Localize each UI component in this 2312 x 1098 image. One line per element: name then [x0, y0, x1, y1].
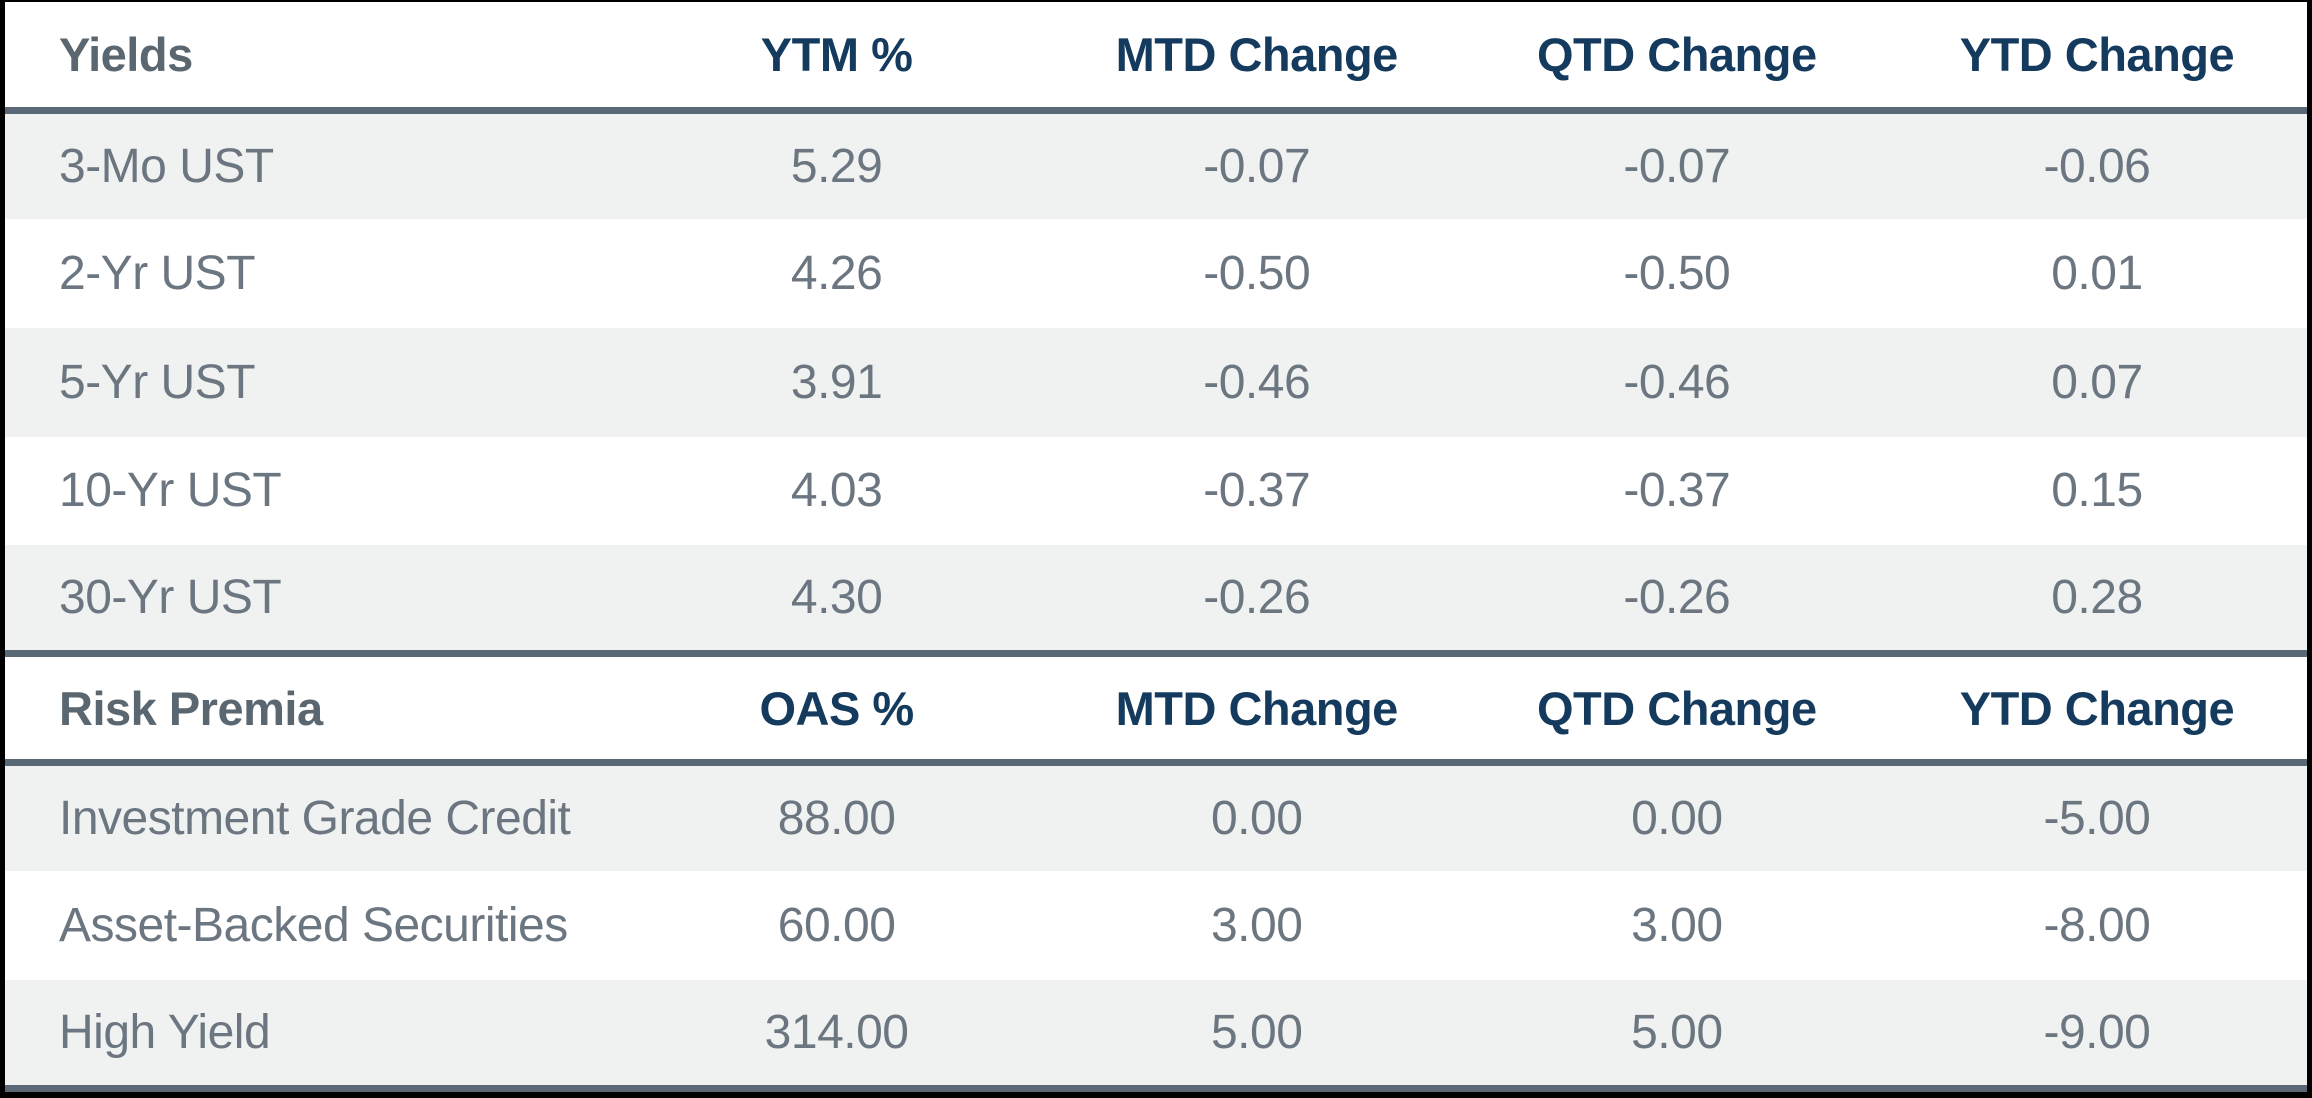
cell-ytm: 4.26: [790, 247, 883, 301]
table-row-investment-grade-credit: Investment Grade Credit 88.00 0.00 0.00 …: [5, 762, 2307, 872]
cell-oas: 60.00: [777, 898, 896, 952]
cell-ytd: -9.00: [1886, 979, 2307, 1092]
market-data-table: Yields YTM % MTD Change QTD Change YTD C…: [5, 2, 2307, 1092]
risk-premia-header-row: Risk Premia OAS % MTD Change QTD Change …: [5, 650, 2307, 766]
cell-qtd: -0.07: [1623, 140, 1731, 194]
column-header-ytd-yields: YTD Change: [1886, 2, 2307, 115]
column-header-mtd-yields: MTD Change: [1046, 2, 1467, 115]
cell-ytd: -8.00: [2043, 898, 2151, 952]
cell-ytm: 4.03: [790, 464, 883, 518]
yields-header-row: Yields YTM % MTD Change QTD Change YTD C…: [5, 2, 2307, 115]
cell-ytd: 0.15: [2051, 464, 2143, 518]
cell-ytd: 0.07: [2051, 355, 2143, 409]
table-row-2yr-ust: 2-Yr UST 4.26 -0.50 -0.50 0.01: [5, 219, 2307, 328]
row-label: 3-Mo UST: [59, 140, 274, 194]
yields-section-title: Yields: [5, 2, 627, 115]
cell-qtd: -0.26: [1623, 571, 1731, 625]
cell-ytm: 4.30: [790, 571, 883, 625]
cell-qtd: 5.00: [1466, 979, 1887, 1092]
cell-ytm: 5.29: [790, 140, 883, 194]
row-label: Asset-Backed Securities: [59, 898, 568, 952]
row-label: Investment Grade Credit: [59, 792, 571, 846]
cell-ytm: 3.91: [790, 355, 883, 409]
column-header-qtd-yields: QTD Change: [1466, 2, 1887, 115]
column-header-ytd-risk: YTD Change: [1886, 650, 2307, 766]
cell-mtd: -0.37: [1203, 464, 1311, 518]
cell-qtd: 3.00: [1631, 898, 1723, 952]
column-header-qtd-risk: QTD Change: [1466, 650, 1887, 766]
cell-mtd: 3.00: [1210, 898, 1303, 952]
cell-mtd: 0.00: [1210, 792, 1303, 846]
cell-oas: 88.00: [777, 792, 896, 846]
row-label: 5-Yr UST: [59, 355, 256, 409]
cell-ytd: -0.06: [2043, 140, 2151, 194]
row-label: 30-Yr UST: [59, 571, 282, 625]
cell-ytd: -5.00: [2043, 792, 2151, 846]
table-row-3mo-ust: 3-Mo UST 5.29 -0.07 -0.07 -0.06: [5, 110, 2307, 220]
cell-mtd: -0.50: [1203, 247, 1311, 301]
table-row-30yr-ust: 30-Yr UST 4.30 -0.26 -0.26 0.28: [5, 545, 2307, 654]
cell-ytd: 0.28: [2051, 571, 2143, 625]
row-label: 2-Yr UST: [59, 247, 256, 301]
table-row-10yr-ust: 10-Yr UST 4.03 -0.37 -0.37 0.15: [5, 437, 2307, 546]
cell-oas: 314.00: [626, 979, 1047, 1092]
cell-mtd: -0.46: [1203, 355, 1311, 409]
table-row-high-yield: High Yield 314.00 5.00 5.00 -9.00: [5, 979, 2307, 1092]
cell-qtd: -0.50: [1623, 247, 1731, 301]
cell-ytd: 0.01: [2051, 247, 2143, 301]
cell-qtd: -0.46: [1623, 355, 1731, 409]
column-header-oas: OAS %: [626, 650, 1047, 766]
table-row-5yr-ust: 5-Yr UST 3.91 -0.46 -0.46 0.07: [5, 327, 2307, 437]
row-label: High Yield: [5, 979, 627, 1092]
cell-mtd: -0.07: [1203, 140, 1311, 194]
cell-qtd: 0.00: [1631, 792, 1723, 846]
row-label: 10-Yr UST: [59, 464, 282, 518]
cell-mtd: 5.00: [1046, 979, 1467, 1092]
cell-qtd: -0.37: [1623, 464, 1731, 518]
risk-premia-section-title: Risk Premia: [5, 650, 627, 766]
column-header-ytm: YTM %: [626, 2, 1047, 115]
table-row-asset-backed-securities: Asset-Backed Securities 60.00 3.00 3.00 …: [5, 871, 2307, 980]
column-header-mtd-risk: MTD Change: [1046, 650, 1467, 766]
cell-mtd: -0.26: [1203, 571, 1311, 625]
